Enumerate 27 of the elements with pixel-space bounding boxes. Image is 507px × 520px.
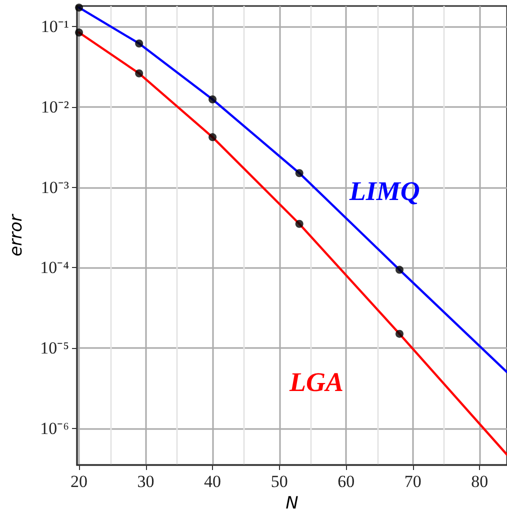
x-axis-title: N (286, 494, 299, 514)
point (75, 4, 84, 12)
x-tick-label: 30 (137, 472, 154, 491)
y-axis-title: error (6, 214, 26, 256)
y-tick-label: 10⁻³ (40, 178, 69, 197)
point (135, 39, 144, 48)
series-label: LIMQ (348, 176, 420, 206)
point (75, 28, 84, 36)
x-tick-label: 40 (204, 472, 222, 491)
y-tick-label: 10⁻⁵ (40, 338, 70, 358)
point (295, 169, 304, 178)
y-tick-label: 10⁻¹ (40, 17, 69, 36)
text: LGA (288, 366, 344, 397)
point (208, 133, 217, 142)
x-tick-label: 50 (270, 472, 288, 491)
x-tick-label: 60 (338, 472, 355, 491)
point (396, 266, 404, 274)
x-tick-label: 20 (70, 472, 88, 491)
x-tick-label: 70 (404, 472, 422, 491)
y-tick-label: 10⁻⁴ (40, 258, 70, 278)
y-tick-label: 10⁻² (40, 97, 69, 116)
y-tick-label: 10⁻⁶ (40, 418, 70, 438)
point (396, 330, 404, 338)
point (295, 220, 304, 228)
point (135, 69, 144, 78)
x-tick-label: 80 (471, 472, 488, 491)
point (208, 95, 217, 104)
